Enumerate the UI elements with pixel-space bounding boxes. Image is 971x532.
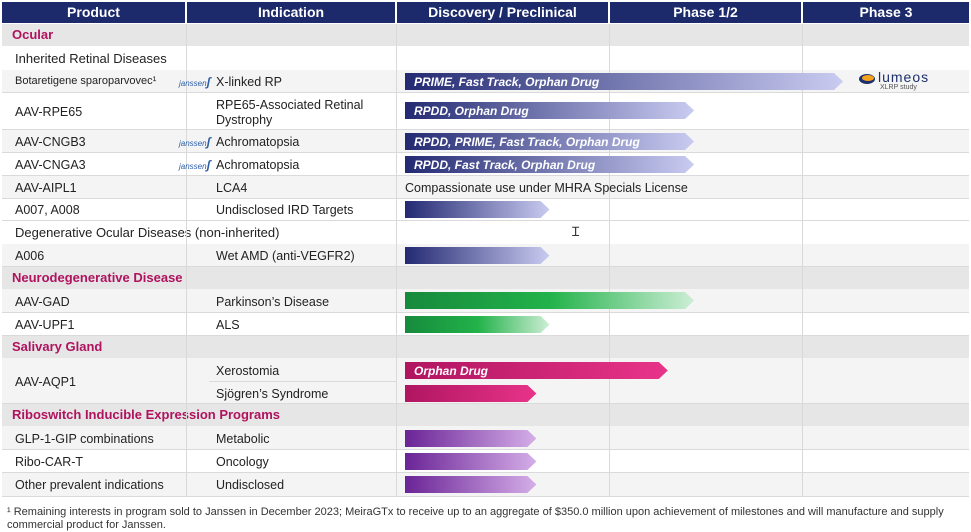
indication-rpe65: RPE65-Associated Retinal <box>216 98 364 112</box>
subsection-inherited: Inherited Retinal Diseases <box>2 47 969 70</box>
header-phase12: Phase 1/2 <box>610 2 801 23</box>
pipeline-bars: PRIME, Fast Track, Orphan Drug RPDD, Orph… <box>405 73 843 493</box>
pipeline-bar <box>405 133 695 150</box>
pipeline-bar <box>405 201 550 218</box>
janssen-logo: janssenʃ <box>179 158 211 172</box>
footnote: ¹ Remaining interests in program sold to… <box>7 506 944 531</box>
product-ribo-car-t: Ribo-CAR-T <box>15 455 84 469</box>
lumeos-mark-icon <box>859 74 875 84</box>
product-aav-cngb3: AAV-CNGB3 <box>15 135 86 149</box>
indication-rpe65-line2: Dystrophy <box>216 113 273 127</box>
lumeos-logo: lumeos XLRP study <box>858 69 928 91</box>
header-discovery: Discovery / Preclinical <box>397 2 608 23</box>
pipeline-bar <box>405 430 537 447</box>
column-divider <box>396 24 397 497</box>
section-salivary: Salivary Gland <box>2 336 969 358</box>
product-glp1-gip: GLP-1-GIP combinations <box>15 432 154 446</box>
column-divider <box>186 24 187 497</box>
product-aav-cnga3: AAV-CNGA3 <box>15 158 86 172</box>
header-indication: Indication <box>187 2 395 23</box>
pipeline-bar-label: RPDD, Orphan Drug <box>414 104 529 118</box>
indication-oncology: Oncology <box>216 455 269 469</box>
indication-xlrp: X-linked RP <box>216 75 282 89</box>
indication-lca4: LCA4 <box>216 181 248 195</box>
subsection-degenerative: Degenerative Ocular Diseases (non-inheri… <box>2 221 969 244</box>
product-botaretigene: Botaretigene sparoparvovec¹ <box>15 75 157 87</box>
janssen-logo: janssenʃ <box>179 75 211 89</box>
pipeline-bar-label: RPDD, Fast Track, Orphan Drug <box>414 158 596 172</box>
indication-parkinsons: Parkinson’s Disease <box>216 295 330 309</box>
indication-xerostomia: Xerostomia <box>216 364 280 378</box>
pipeline-bar <box>405 453 537 470</box>
product-aav-upf1: AAV-UPF1 <box>15 318 75 332</box>
pipeline-bar <box>405 292 695 309</box>
pipeline-bar-label: RPDD, PRIME, Fast Track, Orphan Drug <box>414 135 640 149</box>
indication-metabolic: Metabolic <box>216 432 270 446</box>
pipeline-bar <box>405 247 550 264</box>
product-aav-gad: AAV-GAD <box>15 295 70 309</box>
product-a007-a008: A007, A008 <box>15 203 80 217</box>
pipeline-bar <box>405 476 537 493</box>
pipeline-bar <box>405 156 695 173</box>
indication-sjogrens: Sjögren’s Syndrome <box>216 387 329 401</box>
product-other-prevalent: Other prevalent indications <box>15 478 164 492</box>
column-divider <box>802 24 803 497</box>
indication-undisclosed-ird: Undisclosed IRD Targets <box>216 203 354 217</box>
indication-achromatopsia: Achromatopsia <box>216 158 300 172</box>
compassionate-use-note: Compassionate use under MHRA Specials Li… <box>405 181 688 195</box>
pipeline-bar <box>405 102 695 119</box>
pipeline-bar-label: Orphan Drug <box>414 364 489 378</box>
section-neuro: Neurodegenerative Disease <box>2 267 969 289</box>
indication-als: ALS <box>216 318 240 332</box>
product-aav-rpe65: AAV-RPE65 <box>15 105 83 119</box>
header-phase3: Phase 3 <box>803 2 969 23</box>
product-aav-aipl1: AAV-AIPL1 <box>15 181 77 195</box>
indication-achromatopsia: Achromatopsia <box>216 135 300 149</box>
product-a006: A006 <box>15 249 45 263</box>
pipeline-bar <box>405 316 550 333</box>
table-row <box>2 176 969 199</box>
product-aav-aqp1: AAV-AQP1 <box>15 375 76 389</box>
lumeos-name: lumeos <box>878 69 930 85</box>
lumeos-study: XLRP study <box>880 84 917 91</box>
indication-undisclosed: Undisclosed <box>216 478 285 492</box>
pipeline-bar <box>405 385 537 402</box>
indication-wet-amd: Wet AMD (anti-VEGFR2) <box>216 249 355 263</box>
column-divider <box>609 24 610 497</box>
section-ocular: Ocular <box>2 24 969 46</box>
section-riboswitch: Riboswitch Inducible Expression Programs <box>2 404 969 426</box>
header-product: Product <box>2 2 185 23</box>
pipeline-bar <box>405 73 843 90</box>
janssen-logo: janssenʃ <box>179 135 211 149</box>
pipeline-bar-label: PRIME, Fast Track, Orphan Drug <box>414 75 600 89</box>
text-cursor-icon: Ɪ <box>572 224 580 239</box>
pipeline-bar <box>405 362 668 379</box>
